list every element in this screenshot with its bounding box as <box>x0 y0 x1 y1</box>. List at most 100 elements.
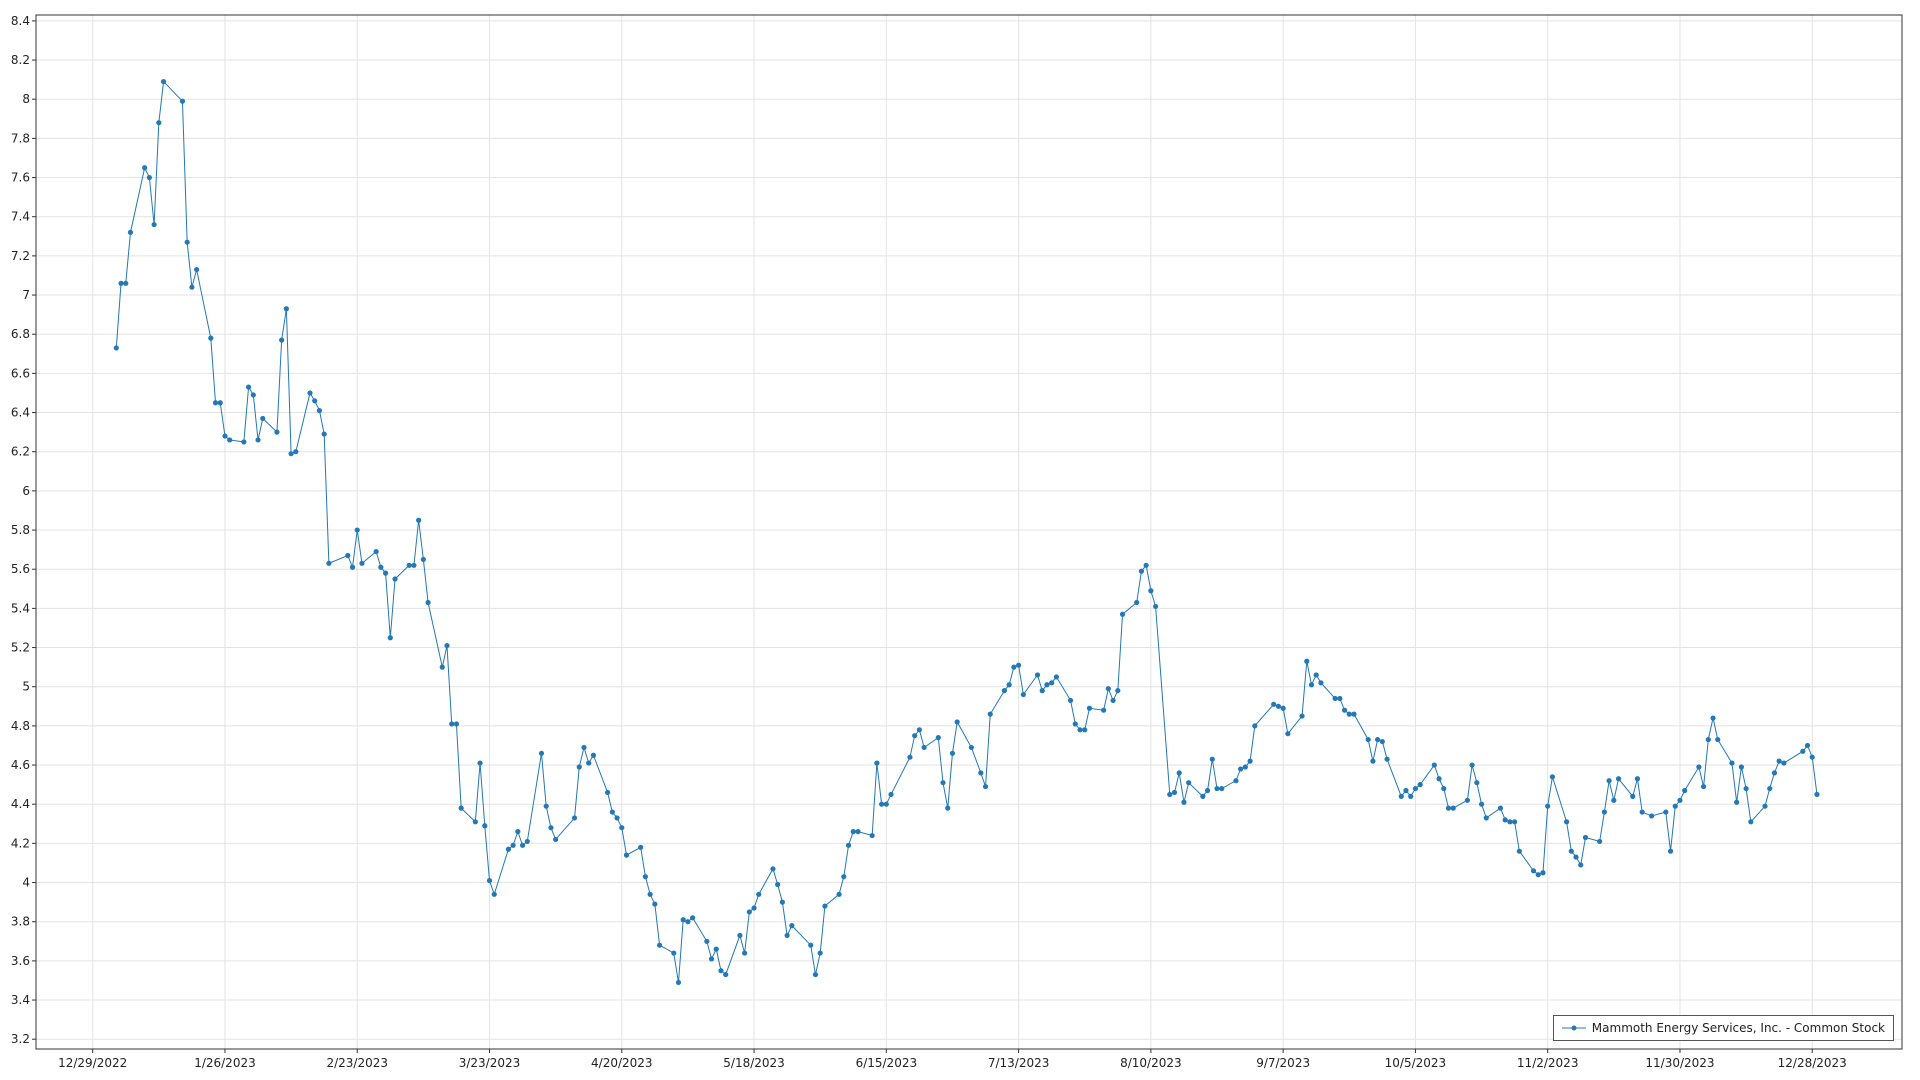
data-point <box>1667 848 1674 854</box>
data-point <box>1748 819 1754 825</box>
data-point <box>519 842 526 848</box>
data-point <box>1450 805 1456 811</box>
data-point <box>1101 707 1107 713</box>
data-point <box>425 599 431 606</box>
data-point <box>680 917 686 923</box>
data-point <box>708 956 715 962</box>
data-point <box>1677 797 1683 803</box>
y-tick-label: 7.2 <box>11 249 30 263</box>
data-point <box>576 764 582 770</box>
data-point <box>1233 778 1239 784</box>
data-point <box>912 733 918 739</box>
data-point <box>208 335 214 341</box>
data-point <box>543 803 549 809</box>
data-point <box>1582 834 1589 841</box>
data-point <box>1615 776 1622 782</box>
data-point <box>647 891 653 897</box>
data-point <box>1549 774 1556 780</box>
data-point <box>1767 785 1773 792</box>
data-point <box>1804 742 1811 749</box>
y-tick-label: 6.4 <box>11 406 30 420</box>
data-point <box>1578 862 1584 868</box>
data-point <box>1379 738 1385 745</box>
data-point <box>1597 838 1603 845</box>
y-tick-label: 8.2 <box>11 53 30 67</box>
data-point <box>1809 754 1815 760</box>
data-point <box>1049 680 1055 686</box>
data-point <box>1181 799 1187 805</box>
data-point <box>1053 674 1059 680</box>
x-tick-label: 2/23/2023 <box>326 1056 388 1070</box>
data-point <box>1530 868 1537 874</box>
data-point <box>619 825 625 831</box>
data-point <box>1016 662 1022 668</box>
x-tick-label: 12/29/2022 <box>58 1056 127 1070</box>
data-point <box>609 809 615 815</box>
data-point <box>869 832 875 839</box>
data-point <box>1119 611 1126 617</box>
data-point <box>1351 711 1357 717</box>
data-point <box>581 744 587 751</box>
data-point <box>420 556 426 563</box>
data-point <box>1512 819 1518 825</box>
y-tick-label: 8 <box>22 92 30 106</box>
data-point <box>1611 797 1617 803</box>
data-point <box>241 439 247 445</box>
legend: Mammoth Energy Services, Inc. - Common S… <box>1552 1015 1894 1041</box>
data-point <box>411 562 417 568</box>
data-point <box>1540 870 1546 876</box>
data-point <box>260 415 266 422</box>
data-point <box>1006 682 1012 688</box>
data-point <box>855 829 861 835</box>
data-point <box>888 791 894 798</box>
data-point <box>704 938 710 944</box>
data-point <box>1563 819 1570 825</box>
data-point <box>978 770 984 776</box>
data-point <box>293 449 299 455</box>
data-point <box>1734 799 1740 805</box>
y-tick-label: 6.6 <box>11 366 30 380</box>
data-point <box>458 805 464 811</box>
data-point <box>1445 805 1452 811</box>
data-point <box>1672 803 1678 809</box>
data-point <box>1781 760 1787 766</box>
data-point <box>1204 787 1211 794</box>
data-point <box>477 760 483 766</box>
data-point <box>1762 803 1768 809</box>
x-tick-label: 11/30/2023 <box>1645 1056 1714 1070</box>
data-point <box>1715 736 1721 743</box>
data-point <box>1630 793 1636 799</box>
data-point <box>1483 815 1489 821</box>
data-point <box>789 923 795 929</box>
data-point <box>349 564 356 570</box>
data-point <box>283 306 289 312</box>
y-tick-label: 3.2 <box>11 1032 30 1046</box>
data-point <box>279 337 285 343</box>
data-point <box>968 744 974 751</box>
data-point <box>1171 789 1178 796</box>
data-point <box>1634 776 1641 782</box>
data-point <box>444 642 450 649</box>
data-point <box>671 950 677 956</box>
data-point <box>1502 817 1508 823</box>
data-point <box>614 815 620 821</box>
data-point <box>1138 568 1145 574</box>
data-point <box>321 431 327 437</box>
data-point <box>571 815 578 821</box>
plot-border <box>35 14 1903 1050</box>
data-point <box>127 229 134 235</box>
data-point <box>1743 785 1749 792</box>
data-point <box>1606 778 1612 784</box>
data-point <box>1200 793 1206 799</box>
y-tick-label: 5.6 <box>11 562 30 576</box>
data-point <box>1497 805 1504 811</box>
data-point <box>387 635 393 641</box>
data-point <box>1285 731 1291 737</box>
data-point <box>605 789 611 796</box>
y-tick-label: 5.8 <box>11 523 30 537</box>
y-tick-label: 3.6 <box>11 954 30 968</box>
data-point <box>1412 785 1419 792</box>
data-point <box>949 750 956 756</box>
data-point <box>1167 791 1173 798</box>
x-tick-label: 7/13/2023 <box>988 1056 1050 1070</box>
